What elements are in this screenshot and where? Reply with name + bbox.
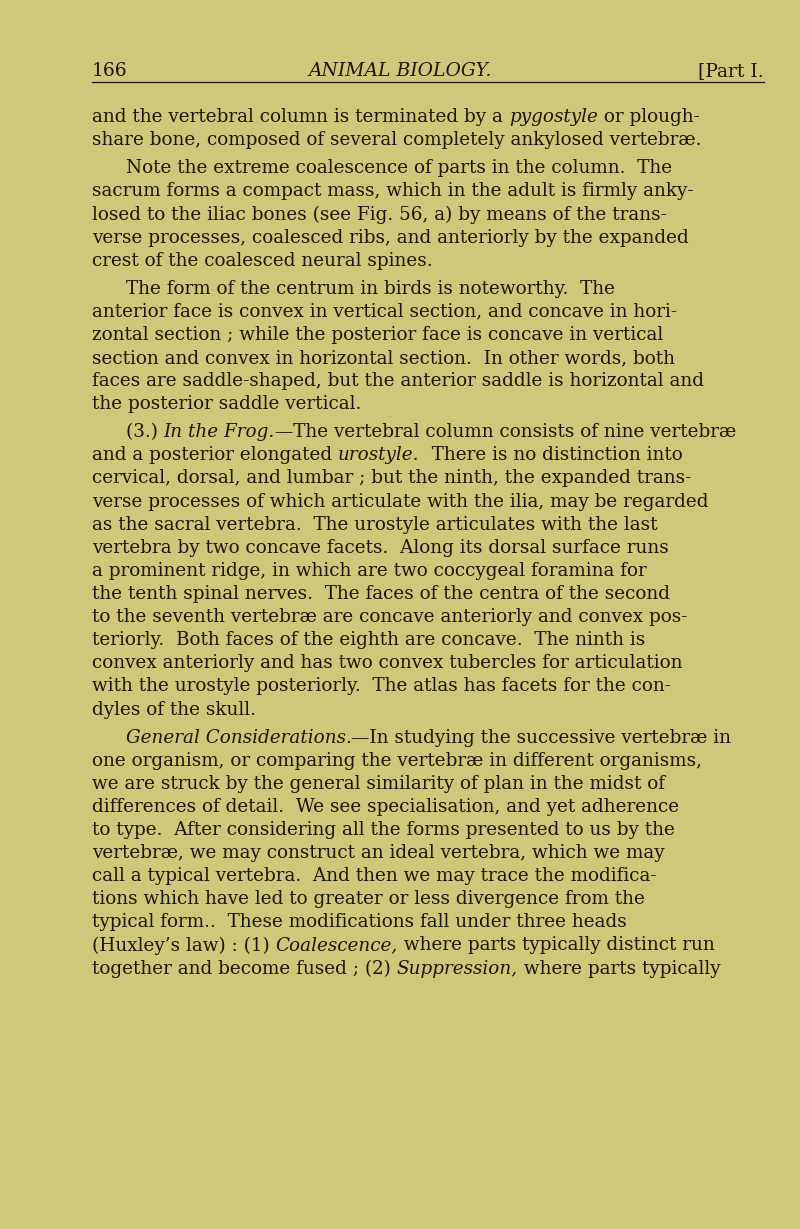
Text: as the sacral vertebra.  The urostyle articulates with the last: as the sacral vertebra. The urostyle art… bbox=[92, 516, 658, 533]
Text: Suppression,: Suppression, bbox=[397, 960, 518, 977]
Text: verse processes, coalesced ribs, and anteriorly by the expanded: verse processes, coalesced ribs, and ant… bbox=[92, 229, 689, 247]
Text: General Considerations.: General Considerations. bbox=[126, 729, 351, 746]
Text: with the urostyle posteriorly.  The atlas has facets for the con-: with the urostyle posteriorly. The atlas… bbox=[92, 677, 671, 696]
Text: a prominent ridge, in which are two coccygeal foramina for: a prominent ridge, in which are two cocc… bbox=[92, 562, 646, 580]
Text: teriorly.  Both faces of the eighth are concave.  The ninth is: teriorly. Both faces of the eighth are c… bbox=[92, 632, 646, 649]
Text: where parts typically distinct run: where parts typically distinct run bbox=[398, 936, 714, 955]
Text: urostyle.: urostyle. bbox=[338, 446, 419, 465]
Text: [Part I.: [Part I. bbox=[698, 63, 764, 80]
Text: losed to the iliac bones (see Fig. 56, a) by means of the trans-: losed to the iliac bones (see Fig. 56, a… bbox=[92, 205, 666, 224]
Text: 166: 166 bbox=[92, 63, 128, 80]
Text: The form of the centrum in birds is noteworthy.  The: The form of the centrum in birds is note… bbox=[126, 280, 614, 297]
Text: convex anteriorly and has two convex tubercles for articulation: convex anteriorly and has two convex tub… bbox=[92, 654, 682, 672]
Text: call a typical vertebra.  And then we may trace the modifica-: call a typical vertebra. And then we may… bbox=[92, 868, 657, 885]
Text: where parts typically: where parts typically bbox=[518, 960, 721, 977]
Text: together and become fused ; (2): together and become fused ; (2) bbox=[92, 960, 397, 978]
Text: In the Frog.: In the Frog. bbox=[163, 423, 274, 441]
Text: and the vertebral column is terminated by a: and the vertebral column is terminated b… bbox=[92, 108, 509, 127]
Text: vertebræ, we may construct an ideal vertebra, which we may: vertebræ, we may construct an ideal vert… bbox=[92, 844, 665, 862]
Text: crest of the coalesced neural spines.: crest of the coalesced neural spines. bbox=[92, 252, 433, 269]
Text: Coalescence,: Coalescence, bbox=[276, 936, 398, 955]
Text: tions which have led to greater or less divergence from the: tions which have led to greater or less … bbox=[92, 890, 645, 908]
Text: the posterior saddle vertical.: the posterior saddle vertical. bbox=[92, 396, 362, 413]
Text: we are struck by the general similarity of plan in the midst of: we are struck by the general similarity … bbox=[92, 774, 665, 793]
Text: Note the extreme coalescence of parts in the column.  The: Note the extreme coalescence of parts in… bbox=[126, 160, 672, 177]
Text: dyles of the skull.: dyles of the skull. bbox=[92, 701, 256, 719]
Text: —In studying the successive vertebræ in: —In studying the successive vertebræ in bbox=[351, 729, 731, 746]
Text: verse processes of which articulate with the ilia, may be regarded: verse processes of which articulate with… bbox=[92, 493, 709, 510]
Text: anterior face is convex in vertical section, and concave in hori-: anterior face is convex in vertical sect… bbox=[92, 302, 677, 321]
Text: to type.  After considering all the forms presented to us by the: to type. After considering all the forms… bbox=[92, 821, 675, 839]
Text: —The vertebral column consists of nine vertebræ: —The vertebral column consists of nine v… bbox=[274, 423, 736, 441]
Text: zontal section ; while the posterior face is concave in vertical: zontal section ; while the posterior fac… bbox=[92, 326, 663, 344]
Text: one organism, or comparing the vertebræ in different organisms,: one organism, or comparing the vertebræ … bbox=[92, 752, 702, 769]
Text: to the seventh vertebræ are concave anteriorly and convex pos-: to the seventh vertebræ are concave ante… bbox=[92, 608, 687, 626]
Text: section and convex in horizontal section.  In other words, both: section and convex in horizontal section… bbox=[92, 349, 675, 367]
Text: (3.): (3.) bbox=[126, 423, 163, 441]
Text: the tenth spinal nerves.  The faces of the centra of the second: the tenth spinal nerves. The faces of th… bbox=[92, 585, 670, 603]
Text: sacrum forms a compact mass, which in the adult is firmly anky-: sacrum forms a compact mass, which in th… bbox=[92, 182, 694, 200]
Text: (Huxley’s law) : (1): (Huxley’s law) : (1) bbox=[92, 936, 276, 955]
Text: faces are saddle-shaped, but the anterior saddle is horizontal and: faces are saddle-shaped, but the anterio… bbox=[92, 372, 704, 390]
Text: share bone, composed of several completely ankylosed vertebræ.: share bone, composed of several complete… bbox=[92, 132, 702, 149]
Text: and a posterior elongated: and a posterior elongated bbox=[92, 446, 338, 465]
Text: pygostyle: pygostyle bbox=[509, 108, 598, 127]
Text: cervical, dorsal, and lumbar ; but the ninth, the expanded trans-: cervical, dorsal, and lumbar ; but the n… bbox=[92, 469, 691, 488]
Text: differences of detail.  We see specialisation, and yet adherence: differences of detail. We see specialisa… bbox=[92, 798, 679, 816]
Text: There is no distinction into: There is no distinction into bbox=[419, 446, 682, 465]
Text: or plough-: or plough- bbox=[598, 108, 699, 127]
Text: typical form..  These modifications fall under three heads: typical form.. These modifications fall … bbox=[92, 913, 626, 932]
Text: vertebra by two concave facets.  Along its dorsal surface runs: vertebra by two concave facets. Along it… bbox=[92, 538, 669, 557]
Text: ANIMAL BIOLOGY.: ANIMAL BIOLOGY. bbox=[308, 63, 492, 80]
